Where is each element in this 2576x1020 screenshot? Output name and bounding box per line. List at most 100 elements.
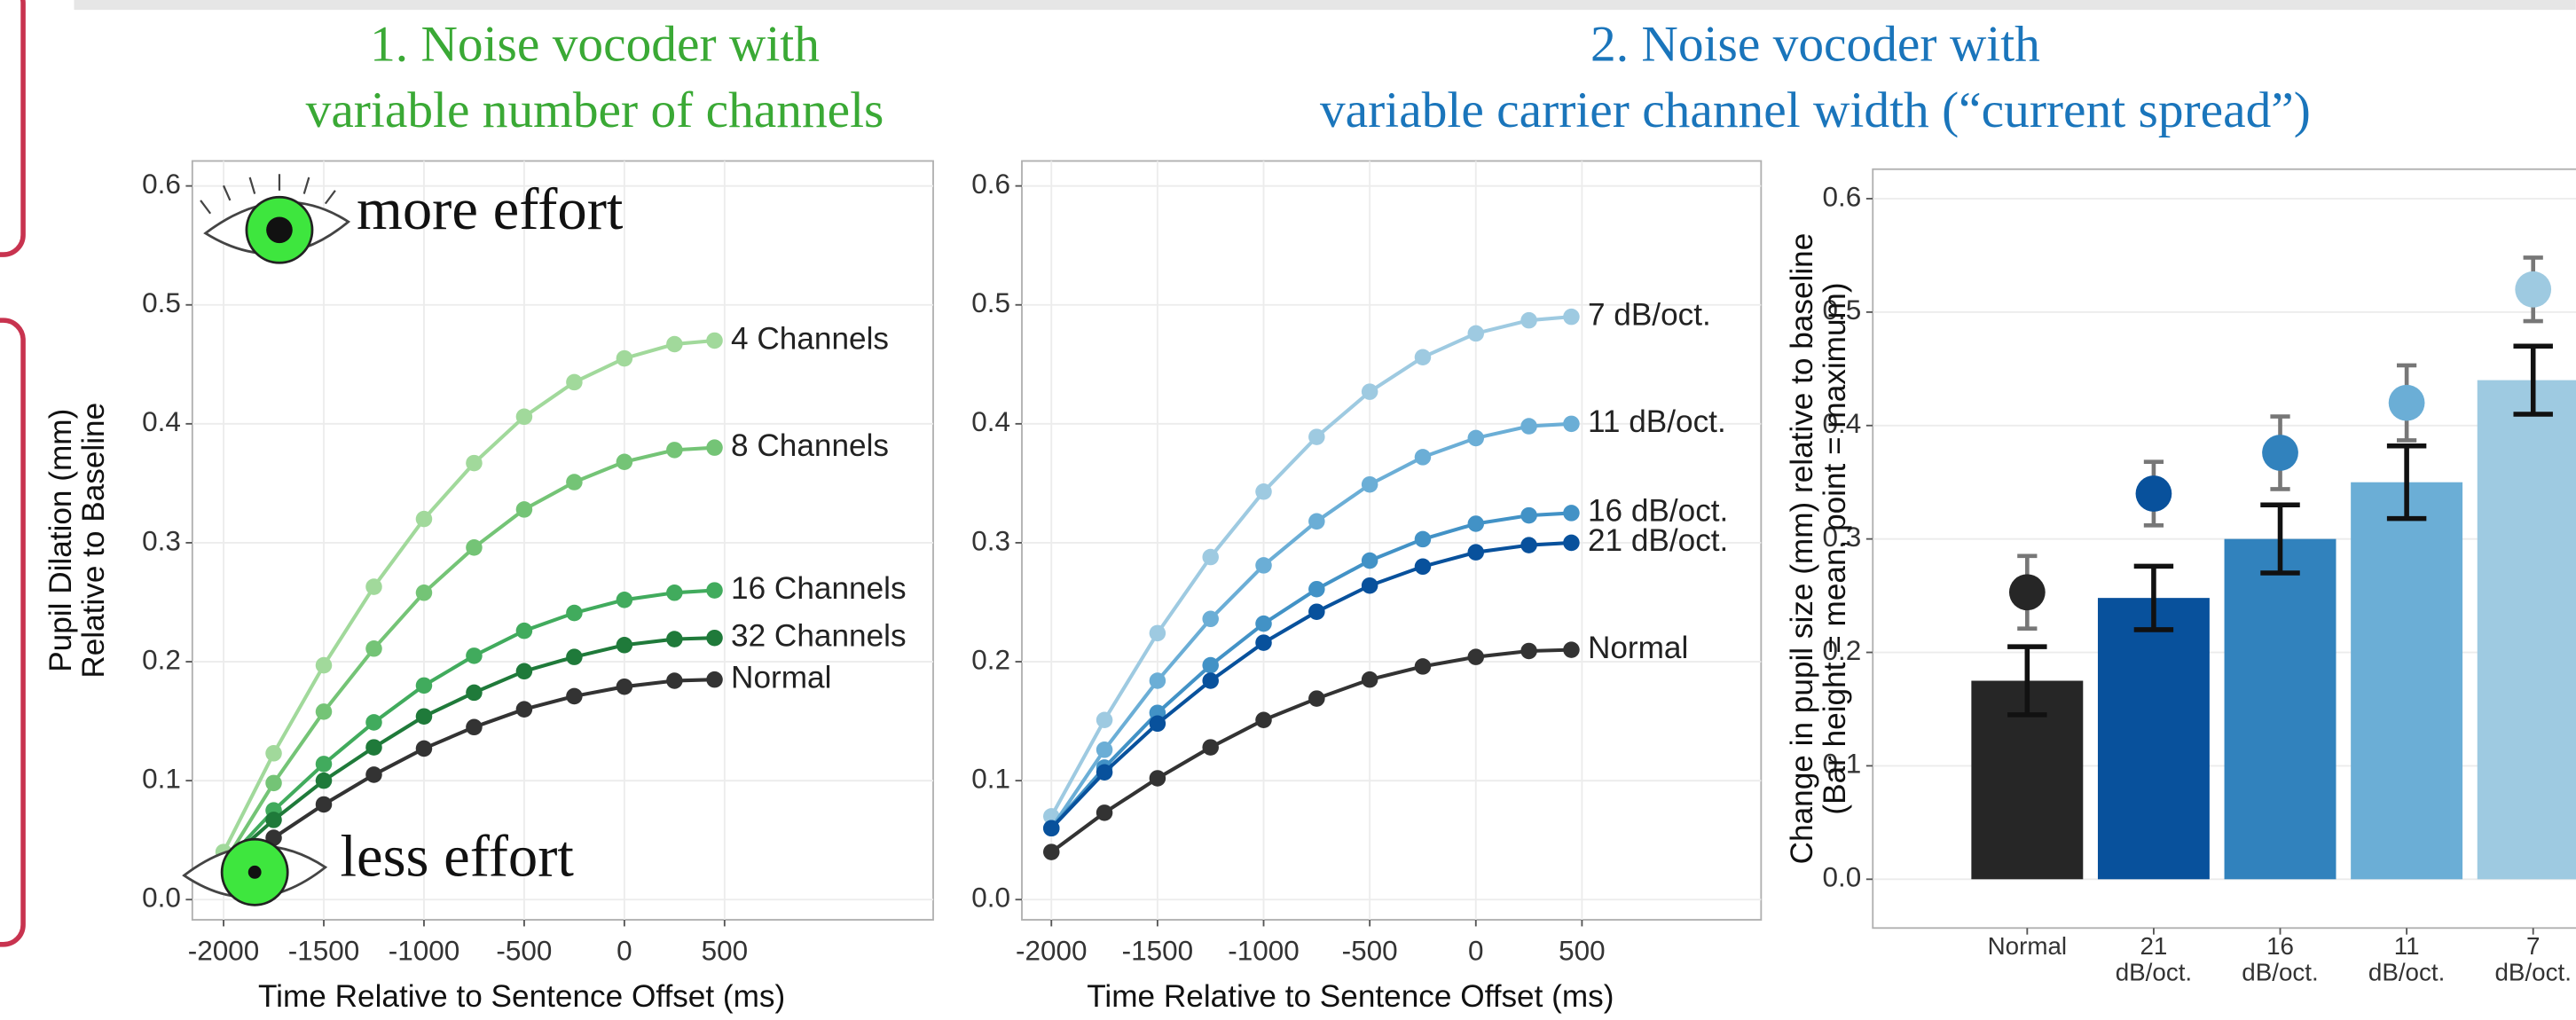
x-tick-label: 0 xyxy=(617,935,632,966)
data-point xyxy=(1096,711,1113,729)
y-tick-label: 0.5 xyxy=(142,287,181,318)
data-point xyxy=(315,796,333,813)
x-tick-label: 0 xyxy=(1468,935,1484,966)
data-point xyxy=(315,656,333,674)
data-point xyxy=(1149,624,1166,642)
y-axis-title: Pupil Dilation (mm) xyxy=(43,409,78,672)
chart-title: 2. Noise vocoder with xyxy=(1590,17,2040,73)
series-label: Normal xyxy=(731,660,831,694)
data-point xyxy=(666,631,683,647)
x-tick-label: dB/oct. xyxy=(2368,958,2445,985)
data-point xyxy=(1042,820,1060,837)
data-point xyxy=(315,703,333,720)
y-tick-label: 0.2 xyxy=(142,644,181,675)
error-bar xyxy=(2260,502,2300,576)
x-axis-title: Time Relative to Sentence Offset (ms) xyxy=(1087,979,1614,1014)
data-point xyxy=(1414,449,1432,466)
data-point xyxy=(1563,505,1580,522)
data-point xyxy=(1467,429,1485,447)
series-label: 8 Channels xyxy=(731,428,889,463)
data-point xyxy=(1361,552,1378,569)
data-point xyxy=(1308,580,1325,598)
eye-icon xyxy=(182,837,328,906)
data-point xyxy=(1361,383,1378,400)
data-point xyxy=(706,439,723,456)
y-tick-label: 0.0 xyxy=(142,883,181,914)
data-point xyxy=(616,592,633,608)
data-point xyxy=(666,585,683,601)
data-point xyxy=(466,718,483,736)
y-axis-title: Change in pupil size (mm) relative to ba… xyxy=(1785,233,1819,865)
bar xyxy=(2224,538,2336,880)
error-bar xyxy=(2386,443,2427,522)
data-point xyxy=(1361,577,1378,594)
chart-title: 1. Noise vocoder with xyxy=(370,17,820,73)
data-point xyxy=(515,501,533,518)
max-point xyxy=(2515,271,2552,308)
bar xyxy=(2097,598,2210,880)
data-point xyxy=(1149,715,1166,733)
data-point xyxy=(1414,558,1432,576)
data-point xyxy=(1149,770,1166,787)
bar xyxy=(2351,482,2463,880)
x-tick-label: 16 xyxy=(2266,932,2294,960)
y-tick-label: 0.6 xyxy=(1823,181,1862,212)
data-point xyxy=(1361,475,1378,493)
x-tick-label: -1500 xyxy=(288,935,360,966)
data-point xyxy=(1255,634,1272,651)
max-point xyxy=(2135,475,2172,512)
x-tick-label: -2000 xyxy=(1016,935,1088,966)
data-point xyxy=(666,672,683,689)
top-bar xyxy=(74,0,2576,11)
side-frame xyxy=(0,0,26,257)
data-point xyxy=(566,604,583,622)
x-tick-label: -500 xyxy=(1342,935,1398,966)
x-tick-label: 11 xyxy=(2394,932,2420,960)
data-point xyxy=(1202,672,1219,689)
y-tick-label: 0.1 xyxy=(971,763,1010,794)
series-label: 21 dB/oct. xyxy=(1588,523,1728,558)
data-point xyxy=(1308,690,1325,707)
data-point xyxy=(1361,671,1378,688)
data-point xyxy=(666,442,683,459)
series-label: 32 Channels xyxy=(731,619,907,654)
data-point xyxy=(566,474,583,490)
data-point xyxy=(415,510,433,528)
y-tick-label: 0.5 xyxy=(971,287,1010,318)
data-point xyxy=(666,335,683,353)
y-tick-label: 0.3 xyxy=(971,525,1010,556)
data-point xyxy=(1255,615,1272,632)
chart-title: variable number of channels xyxy=(306,82,884,138)
y-tick-label: 0.3 xyxy=(142,525,181,556)
data-point xyxy=(1414,349,1432,366)
data-point xyxy=(1308,428,1325,445)
data-point xyxy=(1563,415,1580,433)
data-point xyxy=(566,373,583,391)
data-point xyxy=(1308,513,1325,530)
series-label: 4 Channels xyxy=(731,321,889,356)
x-axis-title: Time Relative to Sentence Offset (ms) xyxy=(258,979,785,1014)
data-point xyxy=(616,453,633,471)
max-point xyxy=(2008,574,2046,611)
data-point xyxy=(1563,308,1580,326)
data-point xyxy=(365,739,382,756)
max-point xyxy=(2262,435,2298,471)
data-point xyxy=(1520,537,1537,553)
side-frame xyxy=(0,318,26,947)
x-tick-label: -1000 xyxy=(1228,935,1300,966)
data-point xyxy=(616,349,633,367)
data-point xyxy=(1467,515,1485,532)
data-point xyxy=(706,629,723,647)
data-point xyxy=(466,539,483,556)
bar xyxy=(2477,380,2576,880)
data-point xyxy=(706,582,723,599)
data-point xyxy=(1563,641,1580,658)
series-label: 11 dB/oct. xyxy=(1588,404,1726,439)
x-tick-label: 500 xyxy=(702,935,749,966)
data-point xyxy=(365,578,382,595)
series-label: 16 Channels xyxy=(731,571,907,606)
x-tick-label: dB/oct. xyxy=(2116,958,2192,985)
plot-panel xyxy=(1021,160,1763,921)
